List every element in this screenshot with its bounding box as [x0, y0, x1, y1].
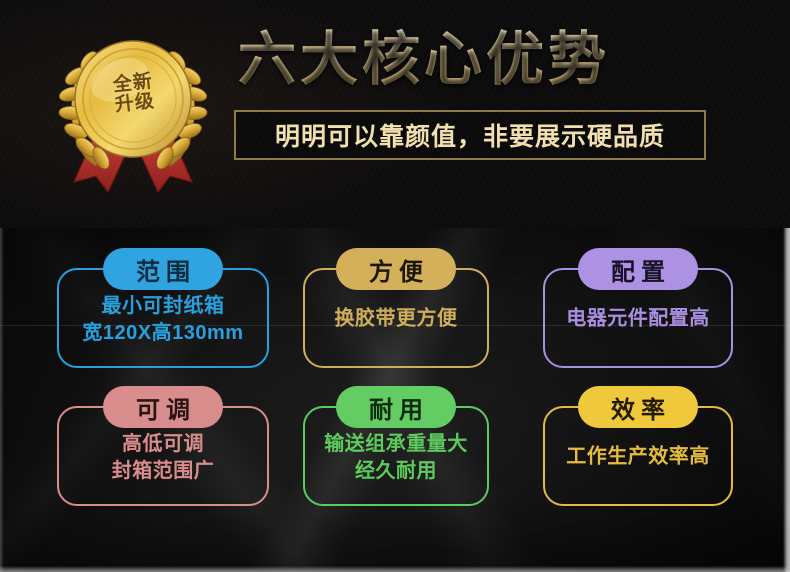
features-panel: 范围 最小可封纸箱 宽120X高130mm 方便 换胶带更方便 配置 电器元件配…: [0, 228, 790, 572]
panel-bottom-edge: [0, 566, 790, 572]
subtitle-frame: 明明可以靠颜值，非要展示硬品质: [234, 110, 706, 160]
feature-badge: 范围: [103, 248, 223, 290]
feature-card[interactable]: 配置 电器元件配置高: [543, 248, 733, 368]
feature-card-body: 工作生产效率高: [566, 445, 710, 468]
feature-card-grid: 范围 最小可封纸箱 宽120X高130mm 方便 换胶带更方便 配置 电器元件配…: [0, 228, 790, 572]
feature-card-body: 换胶带更方便: [334, 307, 458, 330]
feature-card-body: 高低可调 封箱范围广: [111, 433, 215, 483]
feature-card[interactable]: 方便 换胶带更方便: [303, 248, 489, 368]
feature-badge: 方便: [336, 248, 456, 290]
feature-badge: 配置: [578, 248, 698, 290]
feature-card-body: 最小可封纸箱 宽120X高130mm: [82, 295, 244, 345]
feature-badge: 可调: [103, 386, 223, 428]
feature-card-body: 输送组承重量大 经久耐用: [324, 433, 468, 483]
feature-badge: 耐用: [336, 386, 456, 428]
feature-card-body: 电器元件配置高: [566, 307, 710, 330]
panel-seam-line: [0, 325, 790, 326]
page-title: 六大核心优势: [238, 24, 610, 96]
feature-badge: 效率: [578, 386, 698, 428]
gold-medal-ribbon-icon: 全新 升级: [48, 24, 218, 192]
feature-card[interactable]: 效率 工作生产效率高: [543, 386, 733, 506]
header-section: 全新 升级 六大核心优势 明明可以靠颜值，非要展示硬品质: [0, 0, 790, 228]
feature-card[interactable]: 耐用 输送组承重量大 经久耐用: [303, 386, 489, 506]
panel-left-edge: [0, 228, 4, 572]
panel-right-edge: [783, 228, 790, 572]
feature-card[interactable]: 可调 高低可调 封箱范围广: [57, 386, 269, 506]
page-subtitle: 明明可以靠颜值，非要展示硬品质: [274, 123, 665, 151]
feature-card[interactable]: 范围 最小可封纸箱 宽120X高130mm: [57, 248, 269, 368]
